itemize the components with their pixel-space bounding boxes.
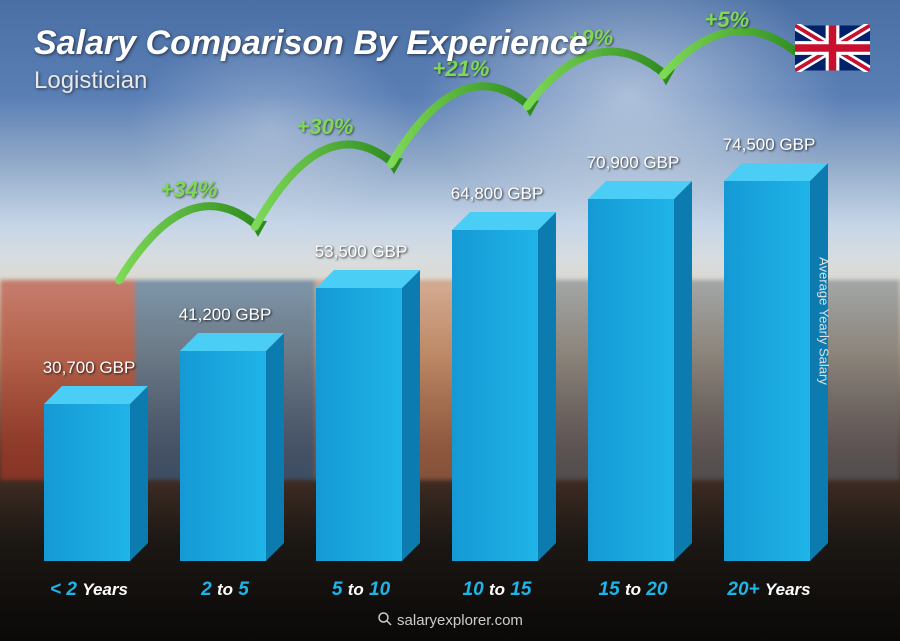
x-label: 15 to 20 <box>565 579 701 601</box>
page-title: Salary Comparison By Experience <box>34 24 588 63</box>
header: Salary Comparison By Experience Logistic… <box>34 24 588 95</box>
growth-pct-label: +5% <box>705 7 750 33</box>
salary-bar-chart: 30,700 GBP41,200 GBP53,500 GBP64,800 GBP… <box>30 121 850 561</box>
x-label: 10 to 15 <box>429 579 565 601</box>
footer: salaryexplorer.com <box>0 611 900 631</box>
x-label: < 2 Years <box>21 579 157 601</box>
x-label: 2 to 5 <box>157 579 293 601</box>
uk-flag-icon <box>795 24 870 72</box>
y-axis-label: Average Yearly Salary <box>817 257 832 385</box>
page-subtitle: Logistician <box>34 67 588 95</box>
x-axis-labels: < 2 Years2 to 55 to 1010 to 1515 to 2020… <box>30 573 850 603</box>
search-icon <box>377 611 393 631</box>
growth-arc: +5% <box>60 41 880 481</box>
x-label: 5 to 10 <box>293 579 429 601</box>
footer-text: salaryexplorer.com <box>397 612 523 629</box>
x-label: 20+ Years <box>701 579 837 601</box>
